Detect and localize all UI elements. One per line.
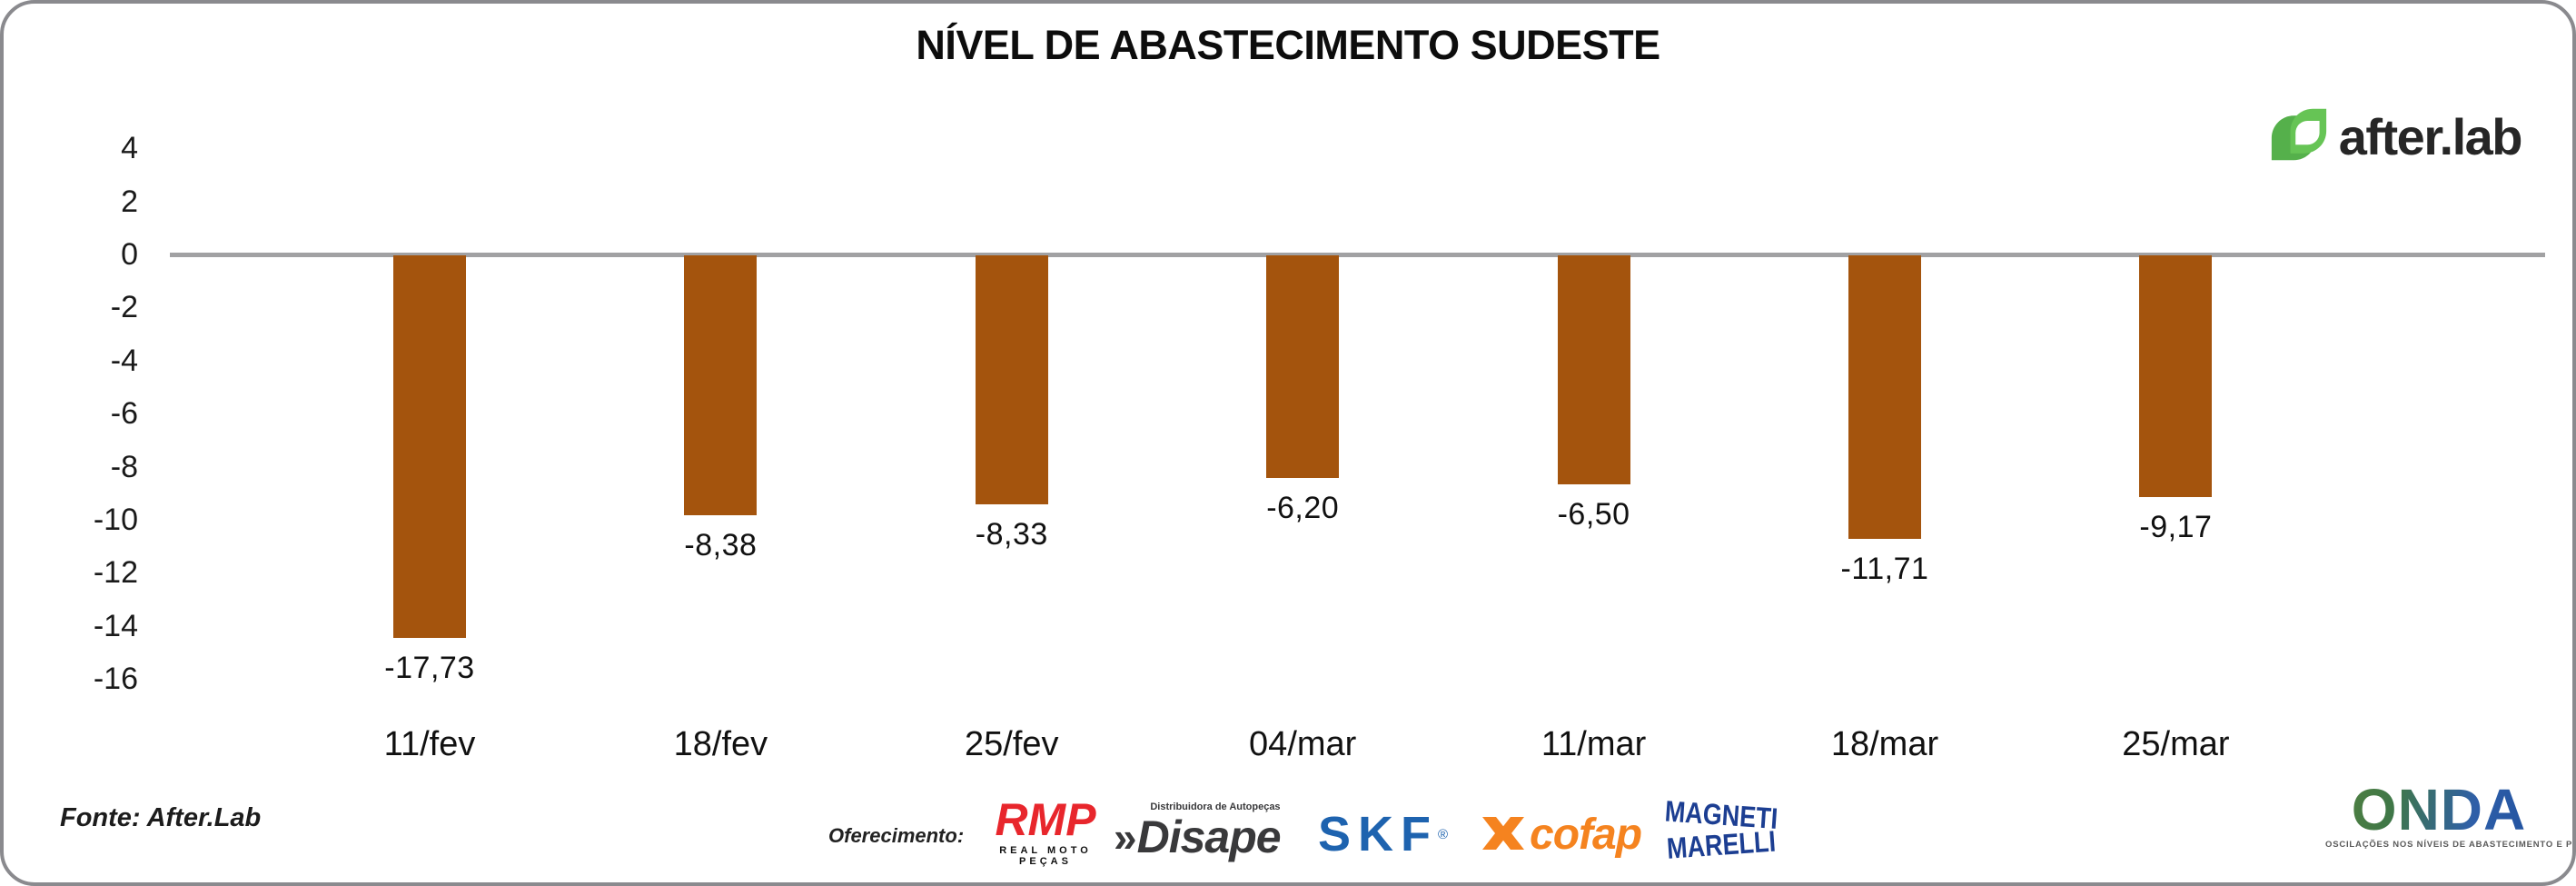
bar-value-label: -11,71: [1840, 552, 1929, 586]
afterlab-leaf-icon: [2270, 105, 2328, 168]
onda-logo-caption: OSCILAÇÕES NOS NÍVEIS DE ABASTECIMENTO E…: [2325, 840, 2573, 850]
disape-chevron-icon: »: [1114, 813, 1137, 861]
y-axis-tick-label: -2: [110, 290, 138, 325]
bar: [684, 255, 758, 515]
y-axis-tick-label: -14: [93, 608, 138, 643]
x-axis-category-label: 18/mar: [1830, 725, 1939, 763]
rmp-logo-subtext: REAL MOTO PEÇAS: [999, 845, 1092, 867]
x-axis-category-label: 25/mar: [2122, 725, 2230, 763]
afterlab-logo: after.lab: [2270, 105, 2523, 168]
y-axis-tick-label: -16: [93, 662, 138, 697]
bar: [1557, 255, 1630, 484]
disape-logo: Distribuidora de Autopeças » Disape: [1114, 800, 1282, 862]
bar-value-label: -17,73: [384, 651, 475, 685]
bar-value-label: -9,17: [2139, 510, 2213, 544]
bar: [2139, 255, 2213, 497]
y-axis-tick-label: 4: [121, 131, 138, 166]
x-axis-category-label: 11/fev: [383, 725, 476, 763]
oferecimento-label: Oferecimento:: [828, 824, 965, 847]
x-axis-category-label: 18/fev: [673, 725, 768, 763]
y-axis-tick-label: -10: [93, 503, 138, 537]
bar: [1848, 255, 1921, 539]
rmp-logo-text: RMP: [995, 794, 1096, 845]
y-axis-tick-label: -8: [110, 449, 138, 484]
onda-logo-text: ONDA: [2325, 781, 2552, 839]
chart-title: NÍVEL DE ABASTECIMENTO SUDESTE: [916, 22, 1660, 68]
disape-logo-subtext: Distribuidora de Autopeças: [1150, 801, 1281, 812]
bar-value-label: -8,38: [684, 528, 758, 562]
zero-baseline: [170, 253, 2545, 257]
cofap-logo-text: cofap: [1530, 811, 1642, 859]
y-axis-tick-label: 2: [121, 184, 138, 219]
rmp-logo: RMP REAL MOTO PEÇAS: [986, 797, 1105, 867]
bar-value-label: -6,20: [1266, 491, 1340, 525]
magneti-logo-line2: MARELLI: [1665, 824, 1778, 866]
magneti-marelli-logo: MAGNETI MARELLI: [1662, 795, 1780, 865]
bar: [975, 255, 1048, 504]
y-axis-tick-label: -4: [110, 343, 138, 378]
bar: [393, 255, 466, 638]
bar-value-label: -6,50: [1557, 497, 1630, 532]
y-axis-tick-label: -12: [93, 555, 138, 591]
skf-logo-text: SKF: [1318, 807, 1438, 861]
y-axis-tick-label: 0: [121, 237, 138, 272]
cofap-logo: cofap: [1482, 811, 1642, 859]
afterlab-logo-text: after.lab: [2338, 108, 2523, 165]
x-axis-category-label: 04/mar: [1249, 725, 1357, 763]
bar: [1266, 255, 1340, 478]
disape-logo-text: Disape: [1136, 811, 1282, 862]
skf-logo: SKF ®: [1318, 807, 1449, 861]
source-note: Fonte: After.Lab: [60, 803, 262, 832]
onda-logo: ONDA OSCILAÇÕES NOS NÍVEIS DE ABASTECIME…: [2325, 781, 2573, 850]
bar-value-label: -8,33: [975, 517, 1048, 552]
cofap-x-icon: [1482, 816, 1524, 854]
x-axis-category-label: 11/mar: [1541, 725, 1647, 763]
x-axis-category-label: 25/fev: [965, 725, 1059, 763]
skf-registered-mark: ®: [1438, 826, 1449, 842]
y-axis-tick-label: -6: [110, 396, 138, 432]
